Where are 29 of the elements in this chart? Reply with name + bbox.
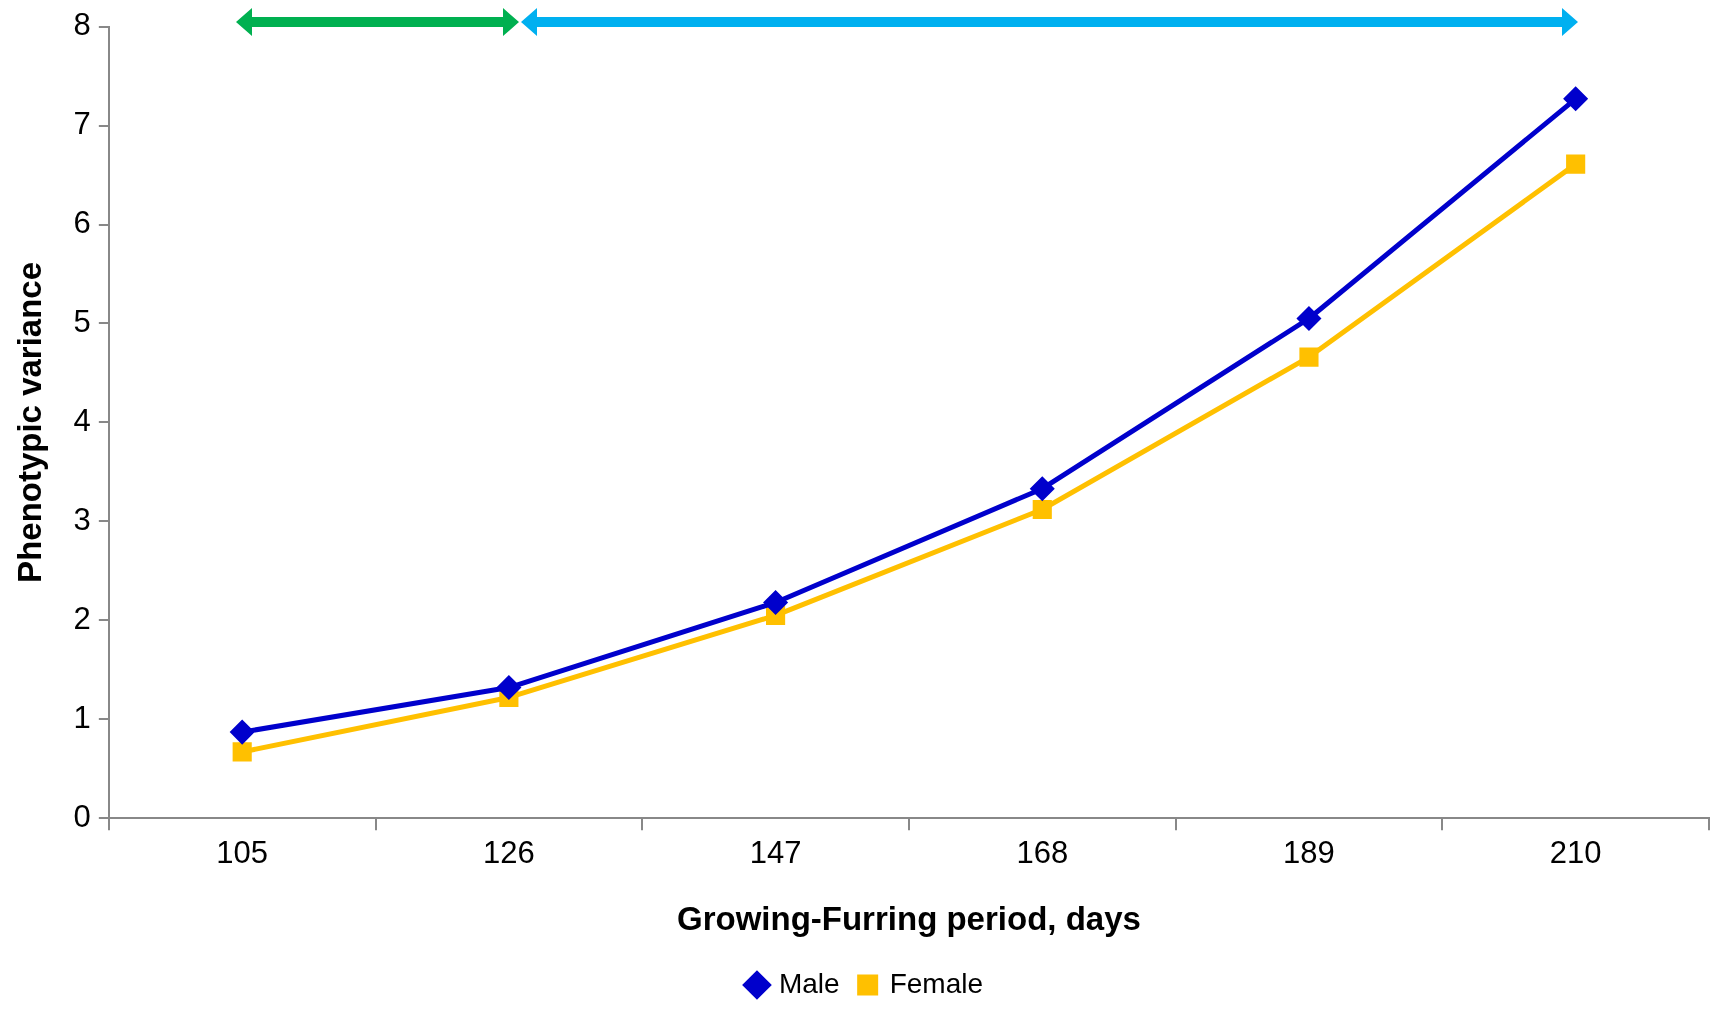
point (1030, 477, 1054, 501)
y-tick-label: 4 (73, 402, 91, 438)
point (497, 676, 521, 700)
x-tick-label: 126 (483, 835, 535, 871)
point (1297, 307, 1321, 330)
point (1564, 87, 1588, 111)
y-axis-title: Phenotypic variance (10, 261, 48, 583)
point (1566, 154, 1586, 174)
x-axis-title: Growing-Furring period, days (676, 900, 1141, 938)
point (1299, 347, 1319, 367)
point (764, 590, 788, 614)
y-tick-label: 2 (73, 600, 91, 636)
point (1032, 499, 1052, 520)
x-tick-label: 105 (216, 835, 269, 871)
point (230, 720, 254, 744)
y-tick-label: 3 (73, 501, 91, 537)
y-tick-label: 6 (73, 205, 91, 241)
point (232, 742, 252, 762)
y-tick-label: 5 (73, 304, 91, 339)
legend-label: Male (778, 967, 840, 999)
y-tick-label: 0 (73, 798, 91, 834)
x-tick-label: 189 (1283, 835, 1335, 871)
y-tick-label: 8 (73, 7, 91, 43)
y-tick-label: 7 (73, 106, 91, 142)
x-tick-label: 147 (749, 835, 802, 871)
x-tick-label: 168 (1016, 835, 1069, 871)
legend-label: Female (889, 967, 984, 999)
y-tick-label: 1 (73, 699, 91, 735)
x-tick-label: 210 (1549, 835, 1602, 871)
